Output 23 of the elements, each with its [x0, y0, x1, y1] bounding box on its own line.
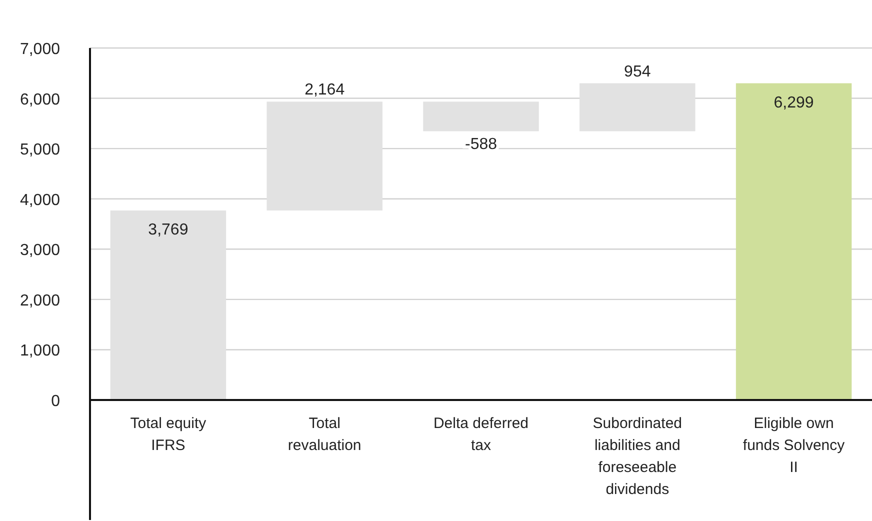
data-label: 2,164 — [304, 82, 345, 99]
x-tick-label: Eligible own funds Solvency II — [742, 415, 846, 476]
data-label: 6,299 — [774, 94, 814, 112]
x-tick-label: Subordinated liabilities and foreseeable dividends — [592, 415, 682, 498]
data-label: 3,769 — [148, 221, 188, 238]
data-label: 954 — [624, 63, 651, 80]
bar — [110, 210, 226, 400]
y-tick-label: 7,000 — [20, 41, 60, 58]
bar — [580, 83, 696, 132]
y-tick-label: 3,000 — [20, 242, 60, 260]
bar — [266, 102, 382, 210]
y-tick-label: 4,000 — [20, 192, 60, 209]
x-tick-label: Total equity IFRS — [130, 415, 207, 454]
y-tick-label: 2,000 — [20, 292, 60, 310]
x-tick-label: Delta deferred tax — [433, 415, 529, 454]
y-tick-label: 6,000 — [20, 91, 60, 108]
y-tick-label: 1,000 — [20, 342, 60, 360]
x-tick-label: Total revaluation — [288, 415, 362, 454]
data-label: -588 — [464, 136, 498, 154]
y-tick-label: 5,000 — [20, 142, 60, 159]
bar — [423, 102, 539, 132]
y-tick-label: 0 — [51, 393, 60, 410]
bar — [736, 83, 852, 400]
